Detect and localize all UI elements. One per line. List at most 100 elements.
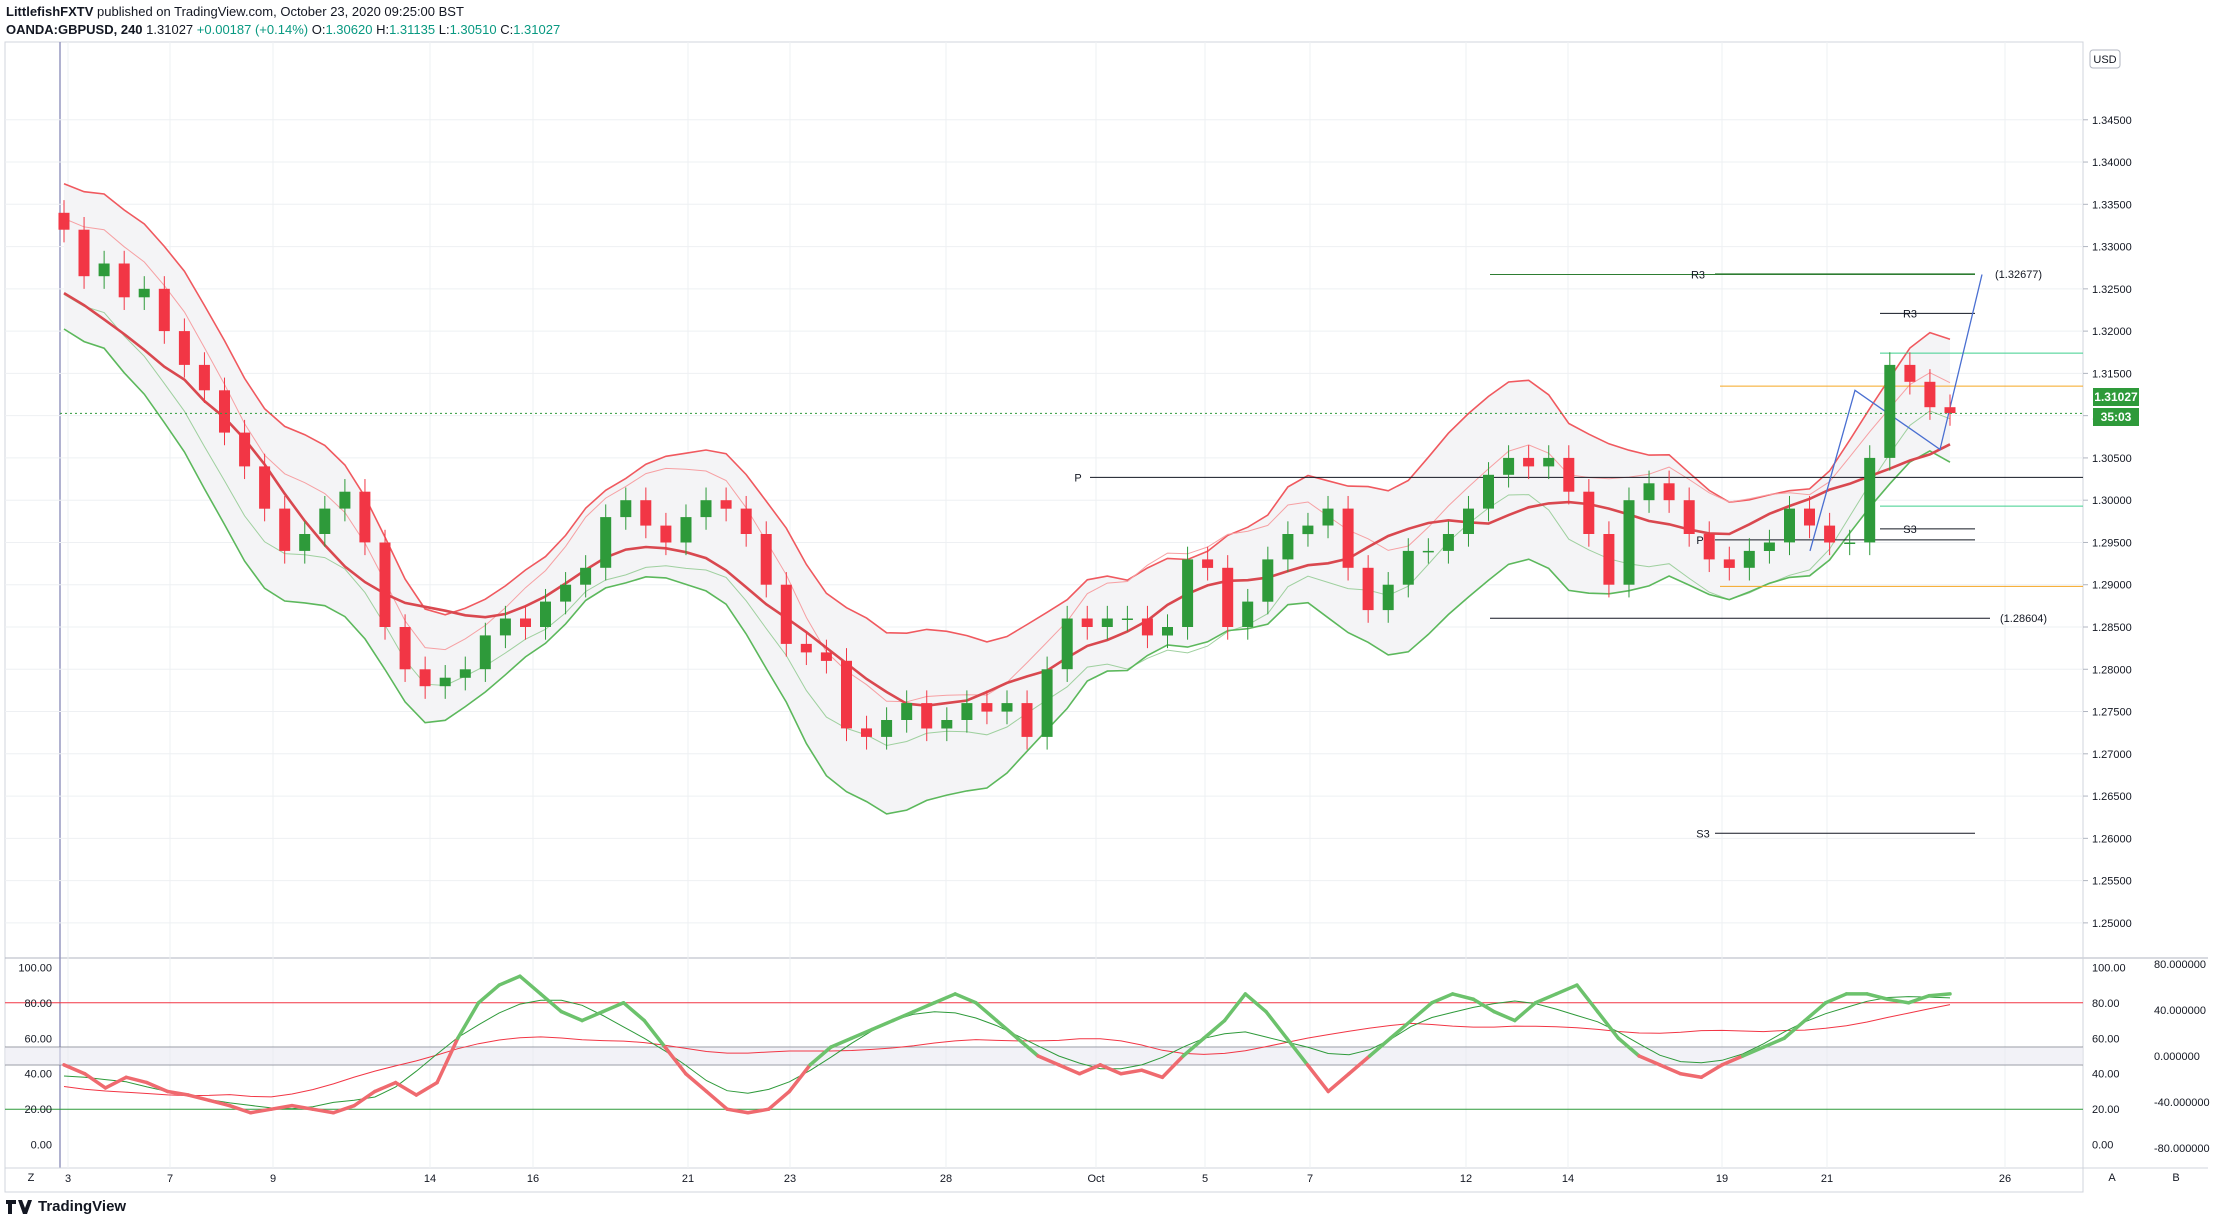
osc-neutral-zone <box>5 1047 2083 1065</box>
osc-main-segment <box>1575 983 1600 1014</box>
osc-main-segment <box>435 1036 460 1085</box>
time-tick-label: 7 <box>167 1173 173 1185</box>
osc-main-segment <box>207 1098 232 1108</box>
candle-body <box>118 263 130 298</box>
candle-body <box>1262 559 1274 602</box>
time-tick-label: 3 <box>65 1173 71 1185</box>
candle-body <box>1844 542 1856 544</box>
author-name[interactable]: LittlefishFXTV <box>6 4 94 19</box>
candle-body <box>941 720 953 729</box>
candle-body <box>921 703 933 729</box>
candle-body <box>1382 584 1394 611</box>
osc-main-segment <box>165 1089 191 1097</box>
osc-main-segment <box>1285 1036 1310 1067</box>
candle-body <box>1643 483 1655 501</box>
bollinger-bands <box>63 183 1951 815</box>
candle-body <box>379 542 391 627</box>
candle-body <box>780 584 792 644</box>
osc-main-segment <box>1057 1063 1082 1076</box>
osc-main-segment <box>1305 1063 1330 1094</box>
osc-main-segment <box>1139 1068 1165 1080</box>
price-tick-label: 1.28000 <box>2092 664 2132 676</box>
osc-main-segment <box>1243 992 1268 1014</box>
osc-main-segment <box>456 1001 481 1041</box>
osc-right-tick: 100.00 <box>2092 962 2126 974</box>
osc-main-segment <box>1015 1036 1040 1058</box>
osc-left-tick: 40.00 <box>24 1069 52 1081</box>
price-tick-label: 1.34500 <box>2092 115 2132 127</box>
osc-main-segment <box>331 1103 356 1115</box>
last-price: 1.31027 <box>146 22 194 37</box>
high-value: 1.31135 <box>389 22 436 37</box>
candle-body <box>1563 457 1575 492</box>
osc-right-tick: 20.00 <box>2092 1104 2120 1116</box>
candle-body <box>1583 491 1595 534</box>
price-axis[interactable]: 1.34500 1.34000 1.33500 1.33000 1.32500 1.320… <box>2083 115 2132 930</box>
high-label: H: <box>376 22 390 37</box>
osc-main-segment <box>124 1075 149 1085</box>
time-tick-label: Oct <box>1087 1173 1104 1185</box>
zoom-button[interactable]: Z <box>28 1172 35 1184</box>
candle-body <box>1723 559 1735 568</box>
price-change: +0.00187 (+0.14%) <box>196 22 309 37</box>
osc-left-tick: 60.00 <box>24 1033 52 1045</box>
candle-body <box>981 703 993 712</box>
osc-main-segment <box>1533 992 1558 1005</box>
tradingview-brand[interactable]: TradingView <box>6 1198 126 1215</box>
candle-body <box>1302 525 1314 535</box>
osc-main-segment <box>808 1045 833 1067</box>
candle-body <box>901 703 913 720</box>
osc-main-segment <box>310 1107 336 1115</box>
candle-body <box>1402 550 1414 585</box>
osc-main-segment <box>1595 1009 1621 1041</box>
current-price-value: 1.31027 <box>2094 390 2138 404</box>
osc-main-segment <box>1222 992 1248 1023</box>
level-label: S3 <box>1696 828 1709 840</box>
candle-body <box>1342 508 1354 568</box>
candle-body <box>1683 500 1695 534</box>
osc-main-segment <box>269 1103 294 1111</box>
osc-left-tick: 20.00 <box>24 1104 52 1116</box>
osc-main-segment <box>684 1071 709 1094</box>
candle-body <box>1141 618 1153 636</box>
osc-main-segment <box>870 1018 895 1032</box>
candle-body <box>841 660 852 729</box>
candle-body <box>319 508 331 534</box>
osc-main-segment <box>1823 992 1849 1005</box>
candle-body <box>1703 534 1715 560</box>
level-label: R3 <box>1691 269 1705 281</box>
candle-body <box>219 390 230 433</box>
osc-main-segment <box>1678 1071 1704 1080</box>
candle-body <box>1824 525 1836 543</box>
candle-body <box>861 728 872 737</box>
countdown-value: 35:03 <box>2101 410 2132 424</box>
candle-body <box>881 720 893 737</box>
osc-main-segment <box>373 1080 398 1094</box>
candle-body <box>1442 534 1454 551</box>
time-axis[interactable]: 3 7 9 14 16 21 23 28 Oct 5 7 12 14 19 21 26 <box>65 1173 2011 1185</box>
auto-scale-button[interactable]: A <box>2108 1172 2116 1184</box>
osc-main-segment <box>82 1071 108 1090</box>
candle-body <box>279 508 291 551</box>
candle-body <box>299 534 311 551</box>
symbol-label[interactable]: OANDA:GBPUSD, 240 <box>6 22 143 37</box>
osc-main-segment <box>145 1080 170 1094</box>
osc-main-segment <box>1865 992 1890 1001</box>
osc-right-tick: 40.00 <box>2092 1069 2120 1081</box>
time-tick-label: 21 <box>682 1173 694 1185</box>
tradingview-logo-icon <box>6 1199 32 1214</box>
currency-button[interactable] <box>2089 49 2121 69</box>
b-button[interactable]: B <box>2172 1172 2179 1184</box>
candle-body <box>1222 567 1234 627</box>
low-value: 1.30510 <box>449 22 497 37</box>
candle-body <box>1623 500 1635 585</box>
osc-main-segment <box>476 983 501 1005</box>
osc-main-segment <box>414 1080 439 1097</box>
candle-body <box>540 601 551 627</box>
lower-band-outer <box>63 328 1951 815</box>
osc-main-segment <box>974 1001 999 1023</box>
candle-body <box>1422 550 1434 553</box>
candle-body <box>700 500 712 518</box>
time-tick-label: 14 <box>1562 1173 1574 1185</box>
